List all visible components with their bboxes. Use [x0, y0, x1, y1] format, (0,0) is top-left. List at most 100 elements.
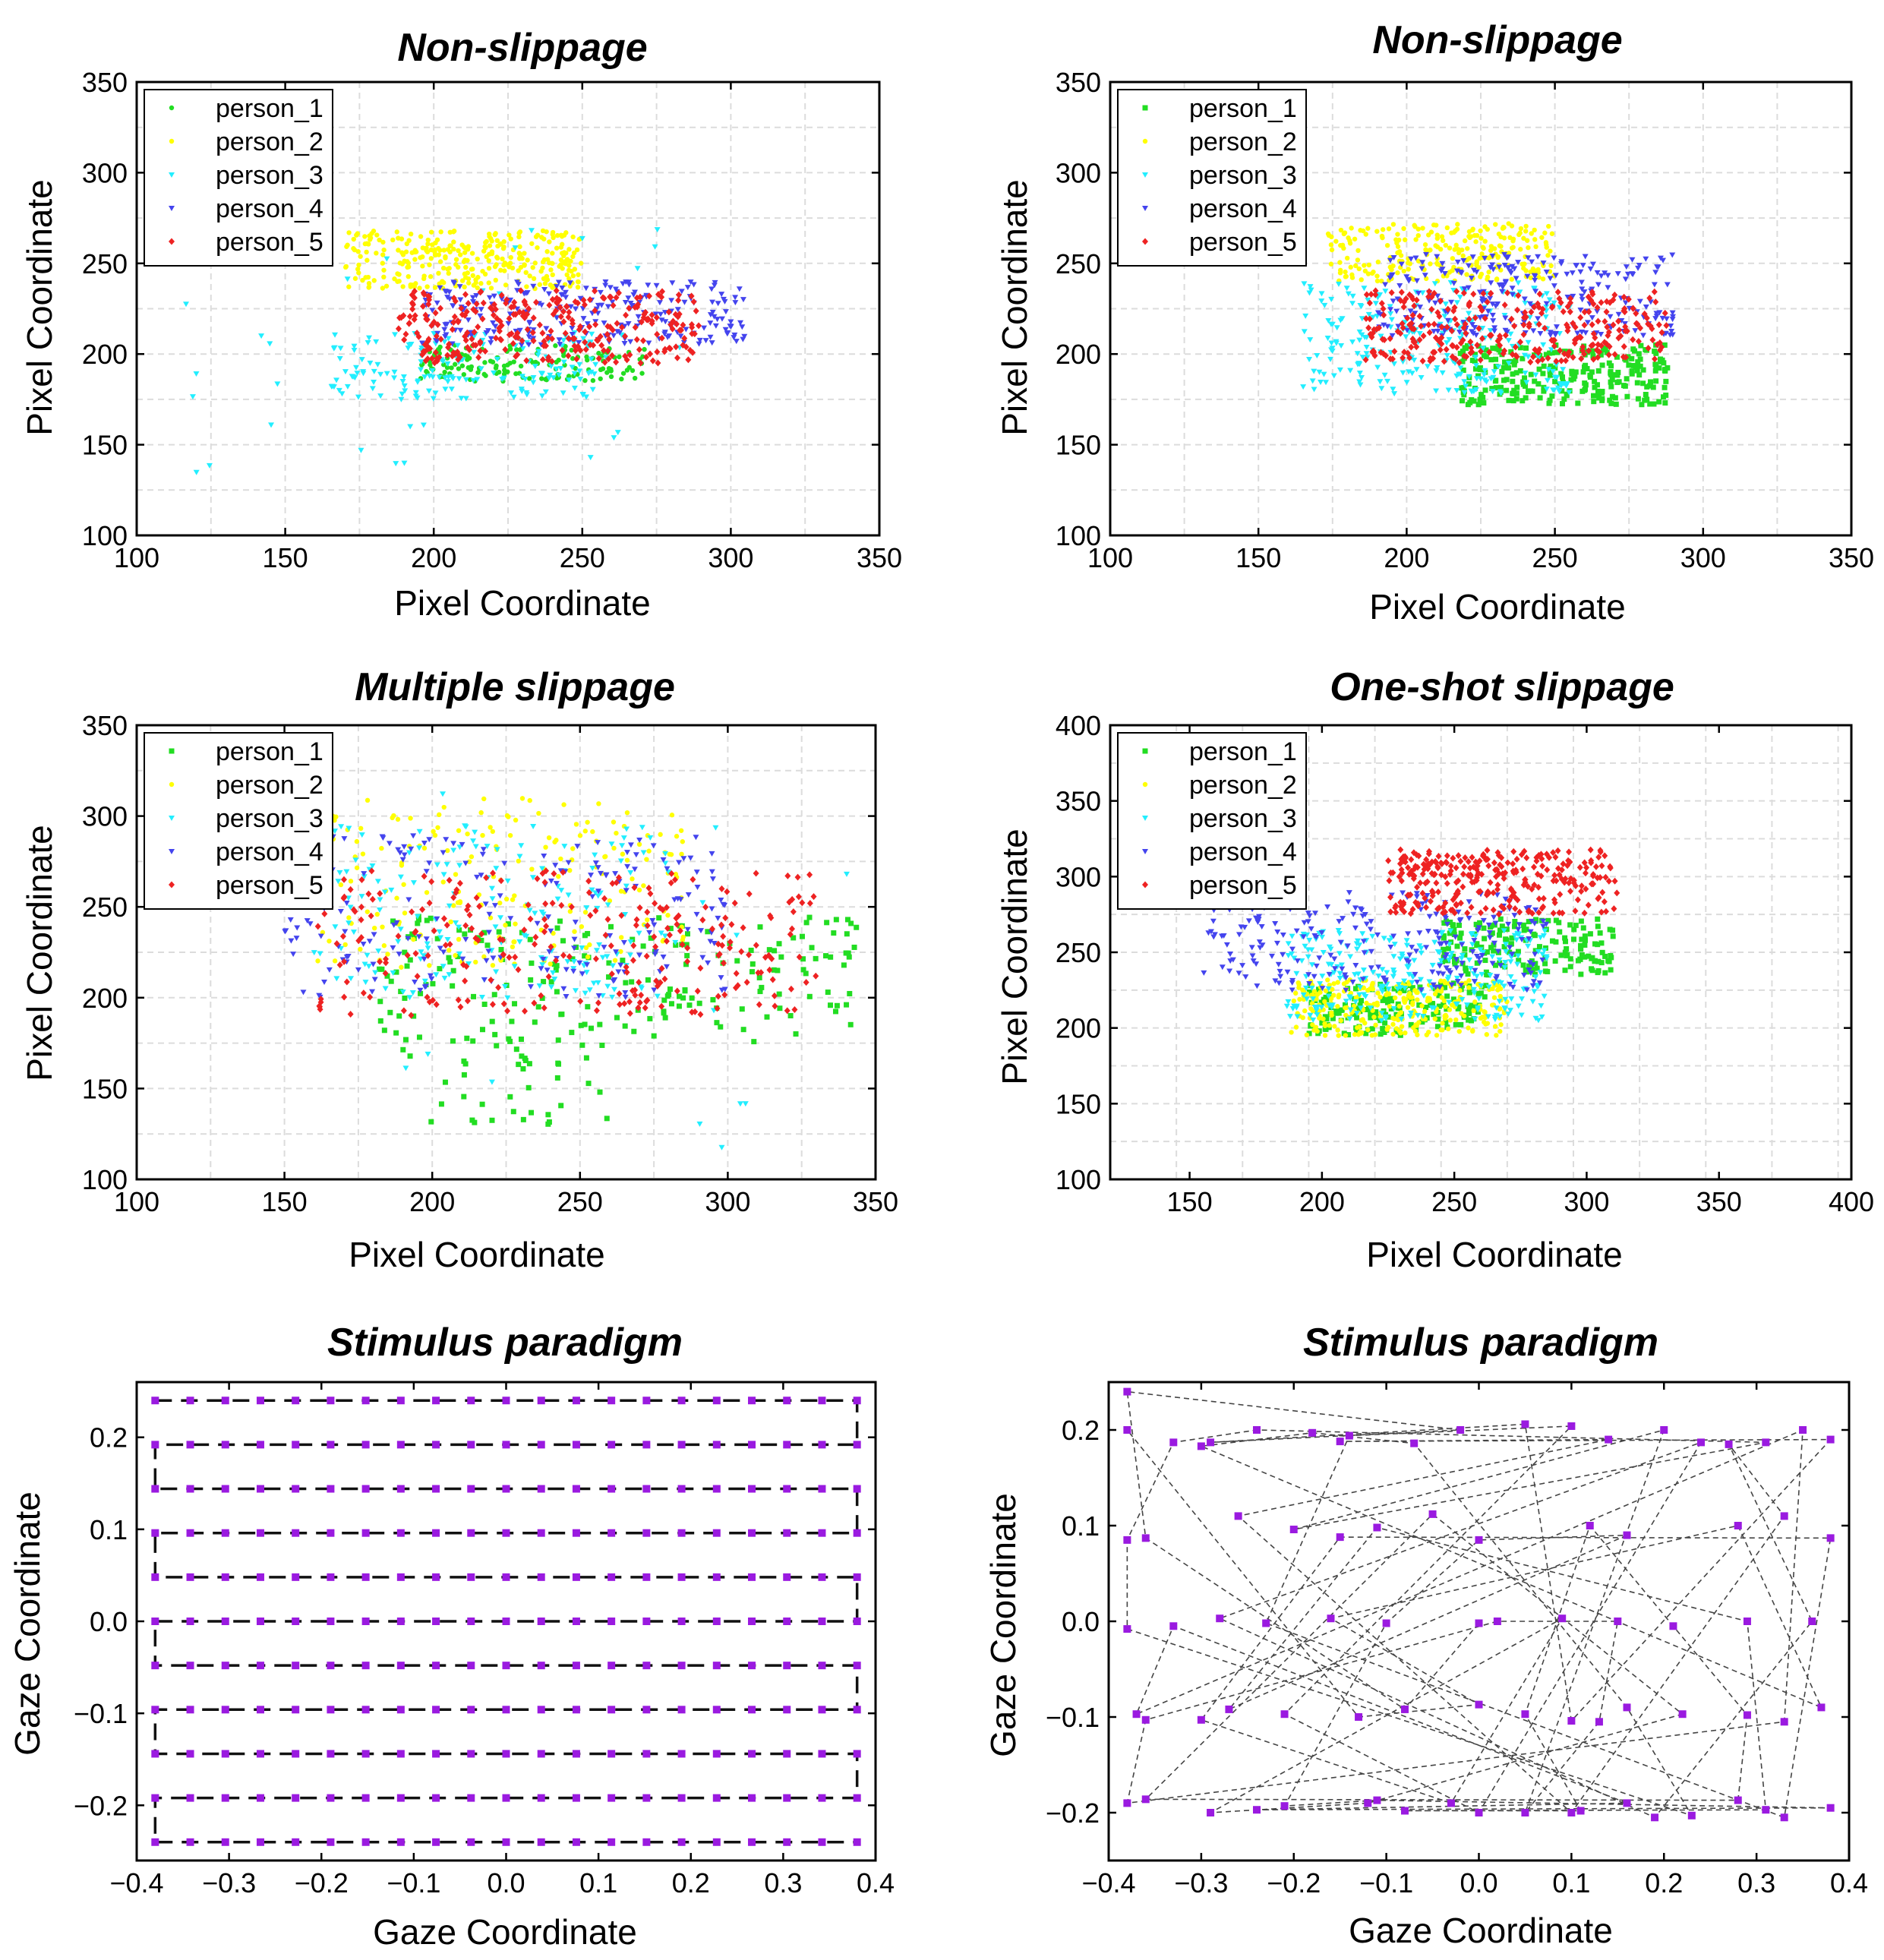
scatter-point: [1440, 1027, 1444, 1032]
scatter-point: [1387, 992, 1391, 996]
scatter-point: [809, 945, 815, 950]
scatter-point: [741, 1027, 746, 1032]
scatter-point: [596, 801, 601, 806]
scatter-point: [438, 259, 443, 264]
scatter-point: [374, 232, 379, 237]
scatter-point: [1450, 268, 1454, 273]
scatter-point: [1443, 980, 1447, 985]
scatter-point: [339, 882, 343, 887]
scatter-point: [421, 276, 426, 281]
scatter-point: [1359, 998, 1364, 1003]
scatter-point: [1397, 990, 1402, 995]
scatter-point: [360, 278, 364, 282]
scatter-point: [554, 989, 560, 994]
scatter-point: [356, 270, 361, 275]
scatter-point: [514, 1046, 519, 1052]
scatter-point: [169, 139, 174, 144]
scatter-point: [1329, 242, 1333, 247]
scatter-point: [412, 257, 417, 261]
scatter-point: [1663, 379, 1668, 384]
scatter-point: [355, 231, 360, 235]
scatter-point: [575, 248, 579, 252]
legend-label-person_4: person_4: [216, 194, 323, 223]
scatter-point: [1474, 942, 1479, 948]
scatter-point: [1398, 1030, 1403, 1035]
scatter-point: [346, 285, 351, 289]
scatter-point: [450, 983, 455, 989]
scatter-point: [1459, 930, 1464, 936]
scatter-point: [1486, 270, 1491, 274]
scatter-point: [429, 256, 434, 260]
scatter-point: [435, 825, 440, 830]
scatter-point: [544, 274, 549, 279]
scatter-point: [1526, 245, 1530, 250]
scatter-point: [436, 246, 440, 251]
scatter-point: [652, 1034, 657, 1039]
scatter-point: [718, 1024, 723, 1030]
legend-label-person_5: person_5: [216, 871, 323, 900]
scatter-point: [667, 986, 673, 992]
scatter-point: [439, 1101, 444, 1106]
legend: person_1person_2person_3person_4person_5: [1118, 90, 1306, 266]
scatter-point: [1390, 1032, 1395, 1037]
scatter-point: [642, 347, 646, 352]
scatter-point: [831, 930, 836, 936]
scatter-point: [1588, 374, 1593, 380]
scatter-point: [449, 920, 453, 924]
scatter-point: [1653, 365, 1658, 370]
scatter-point: [1401, 226, 1406, 231]
scatter-point: [418, 255, 422, 260]
scatter-point: [465, 354, 470, 358]
scatter-point: [1350, 275, 1355, 279]
scatter-point: [667, 852, 672, 857]
y-tick-label: 200: [1056, 1013, 1101, 1044]
scatter-point: [1523, 229, 1528, 233]
scatter-point: [1438, 979, 1443, 983]
scatter-point: [352, 237, 356, 241]
scatter-point: [548, 267, 553, 272]
scatter-point: [483, 374, 488, 378]
y-axis-label: Pixel Coordinate: [20, 825, 59, 1081]
scatter-point: [435, 238, 440, 242]
scatter-point: [395, 229, 399, 234]
scatter-point: [400, 284, 405, 289]
scatter-point: [1394, 1026, 1399, 1030]
scatter-point: [1538, 395, 1543, 400]
scatter-point: [1355, 1025, 1359, 1030]
scatter-point: [532, 276, 536, 281]
scatter-point: [519, 364, 523, 368]
scatter-point: [541, 229, 545, 233]
y-tick-label: 300: [1056, 861, 1101, 892]
scatter-point: [1457, 936, 1463, 941]
scatter-point: [1414, 990, 1419, 995]
scatter-point: [516, 235, 521, 239]
scatter-point: [1651, 402, 1656, 407]
scatter-point: [1550, 232, 1554, 236]
scatter-point: [374, 251, 378, 255]
scatter-point: [680, 839, 685, 844]
legend-label-person_2: person_2: [216, 128, 323, 156]
scatter-point: [506, 814, 510, 819]
scatter-point: [630, 876, 634, 881]
scatter-point: [381, 268, 386, 273]
scatter-point: [1466, 1025, 1470, 1030]
scatter-point: [1523, 395, 1529, 400]
scatter-point: [844, 931, 850, 936]
y-axis-label: Pixel Coordinate: [20, 179, 59, 436]
scatter-point: [510, 266, 515, 270]
scatter-point: [352, 248, 357, 252]
scatter-point: [1512, 919, 1517, 924]
scatter-point: [463, 265, 468, 270]
scatter-point: [690, 996, 695, 1001]
x-tick-label: 150: [1167, 1186, 1213, 1217]
scatter-point: [1560, 401, 1565, 406]
scatter-point: [854, 925, 859, 930]
legend-label-person_3: person_3: [216, 161, 323, 190]
scatter-point: [532, 1019, 538, 1024]
y-tick-label: 200: [82, 983, 128, 1014]
scatter-point: [1481, 400, 1486, 406]
scatter-point: [1611, 933, 1616, 939]
scatter-point: [1347, 238, 1352, 243]
scatter-point: [835, 1003, 840, 1008]
scatter-point: [406, 264, 411, 269]
